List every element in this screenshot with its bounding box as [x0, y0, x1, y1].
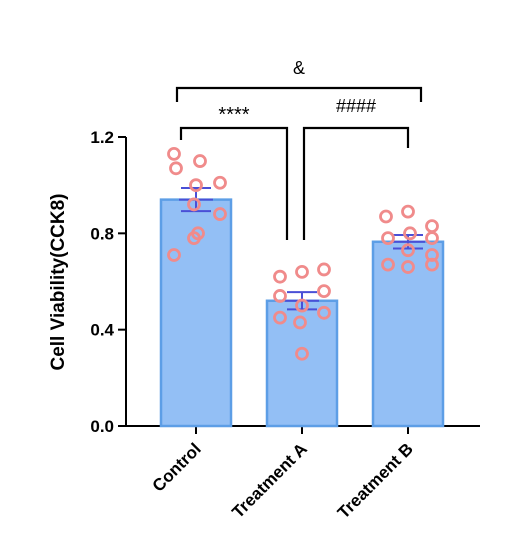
bar-1 — [159, 198, 233, 428]
data-point — [293, 315, 307, 330]
data-point — [167, 248, 181, 262]
data-point — [295, 264, 309, 279]
data-point — [379, 209, 393, 224]
data-point — [273, 289, 287, 303]
x-tick-label: Treatment B — [334, 439, 417, 522]
data-point — [193, 154, 207, 168]
data-point — [401, 204, 415, 219]
data-point — [191, 226, 205, 241]
data-point — [213, 207, 227, 221]
bars — [159, 198, 445, 428]
data-point — [317, 262, 331, 277]
bar-2 — [265, 299, 339, 428]
significance-bracket — [179, 126, 289, 240]
significance-bracket — [175, 86, 423, 102]
data-point — [401, 260, 415, 274]
x-tick-label: Treatment A — [228, 439, 310, 521]
data-point — [295, 346, 309, 361]
significance-label: **** — [218, 104, 249, 126]
y-tick-label: 0.4 — [90, 321, 114, 340]
data-point — [169, 161, 183, 176]
data-point — [425, 257, 439, 272]
x-tick-label: Control — [149, 439, 205, 495]
significance-label: & — [293, 58, 305, 78]
data-point — [425, 219, 439, 234]
data-point — [295, 298, 309, 313]
data-point — [381, 257, 395, 272]
y-tick-label: 1.2 — [90, 128, 114, 147]
data-point — [401, 243, 415, 258]
data-point — [273, 310, 287, 325]
data-point — [403, 226, 417, 241]
data-point — [213, 175, 227, 190]
data-point — [187, 197, 201, 212]
data-point — [317, 305, 331, 320]
y-tick-label: 0.0 — [90, 417, 114, 436]
data-point — [425, 231, 439, 246]
y-tick-label: 0.8 — [90, 224, 114, 243]
data-point — [317, 284, 331, 299]
significance-bracket — [302, 126, 410, 240]
y-axis-label: Cell Viability(CCK8) — [48, 193, 69, 370]
significance-brackets: & **** #### — [175, 58, 423, 240]
data-point — [189, 178, 203, 193]
data-points — [167, 146, 439, 361]
data-point — [167, 146, 181, 161]
data-point — [273, 269, 287, 284]
data-point — [381, 231, 395, 246]
significance-label: #### — [336, 96, 376, 116]
